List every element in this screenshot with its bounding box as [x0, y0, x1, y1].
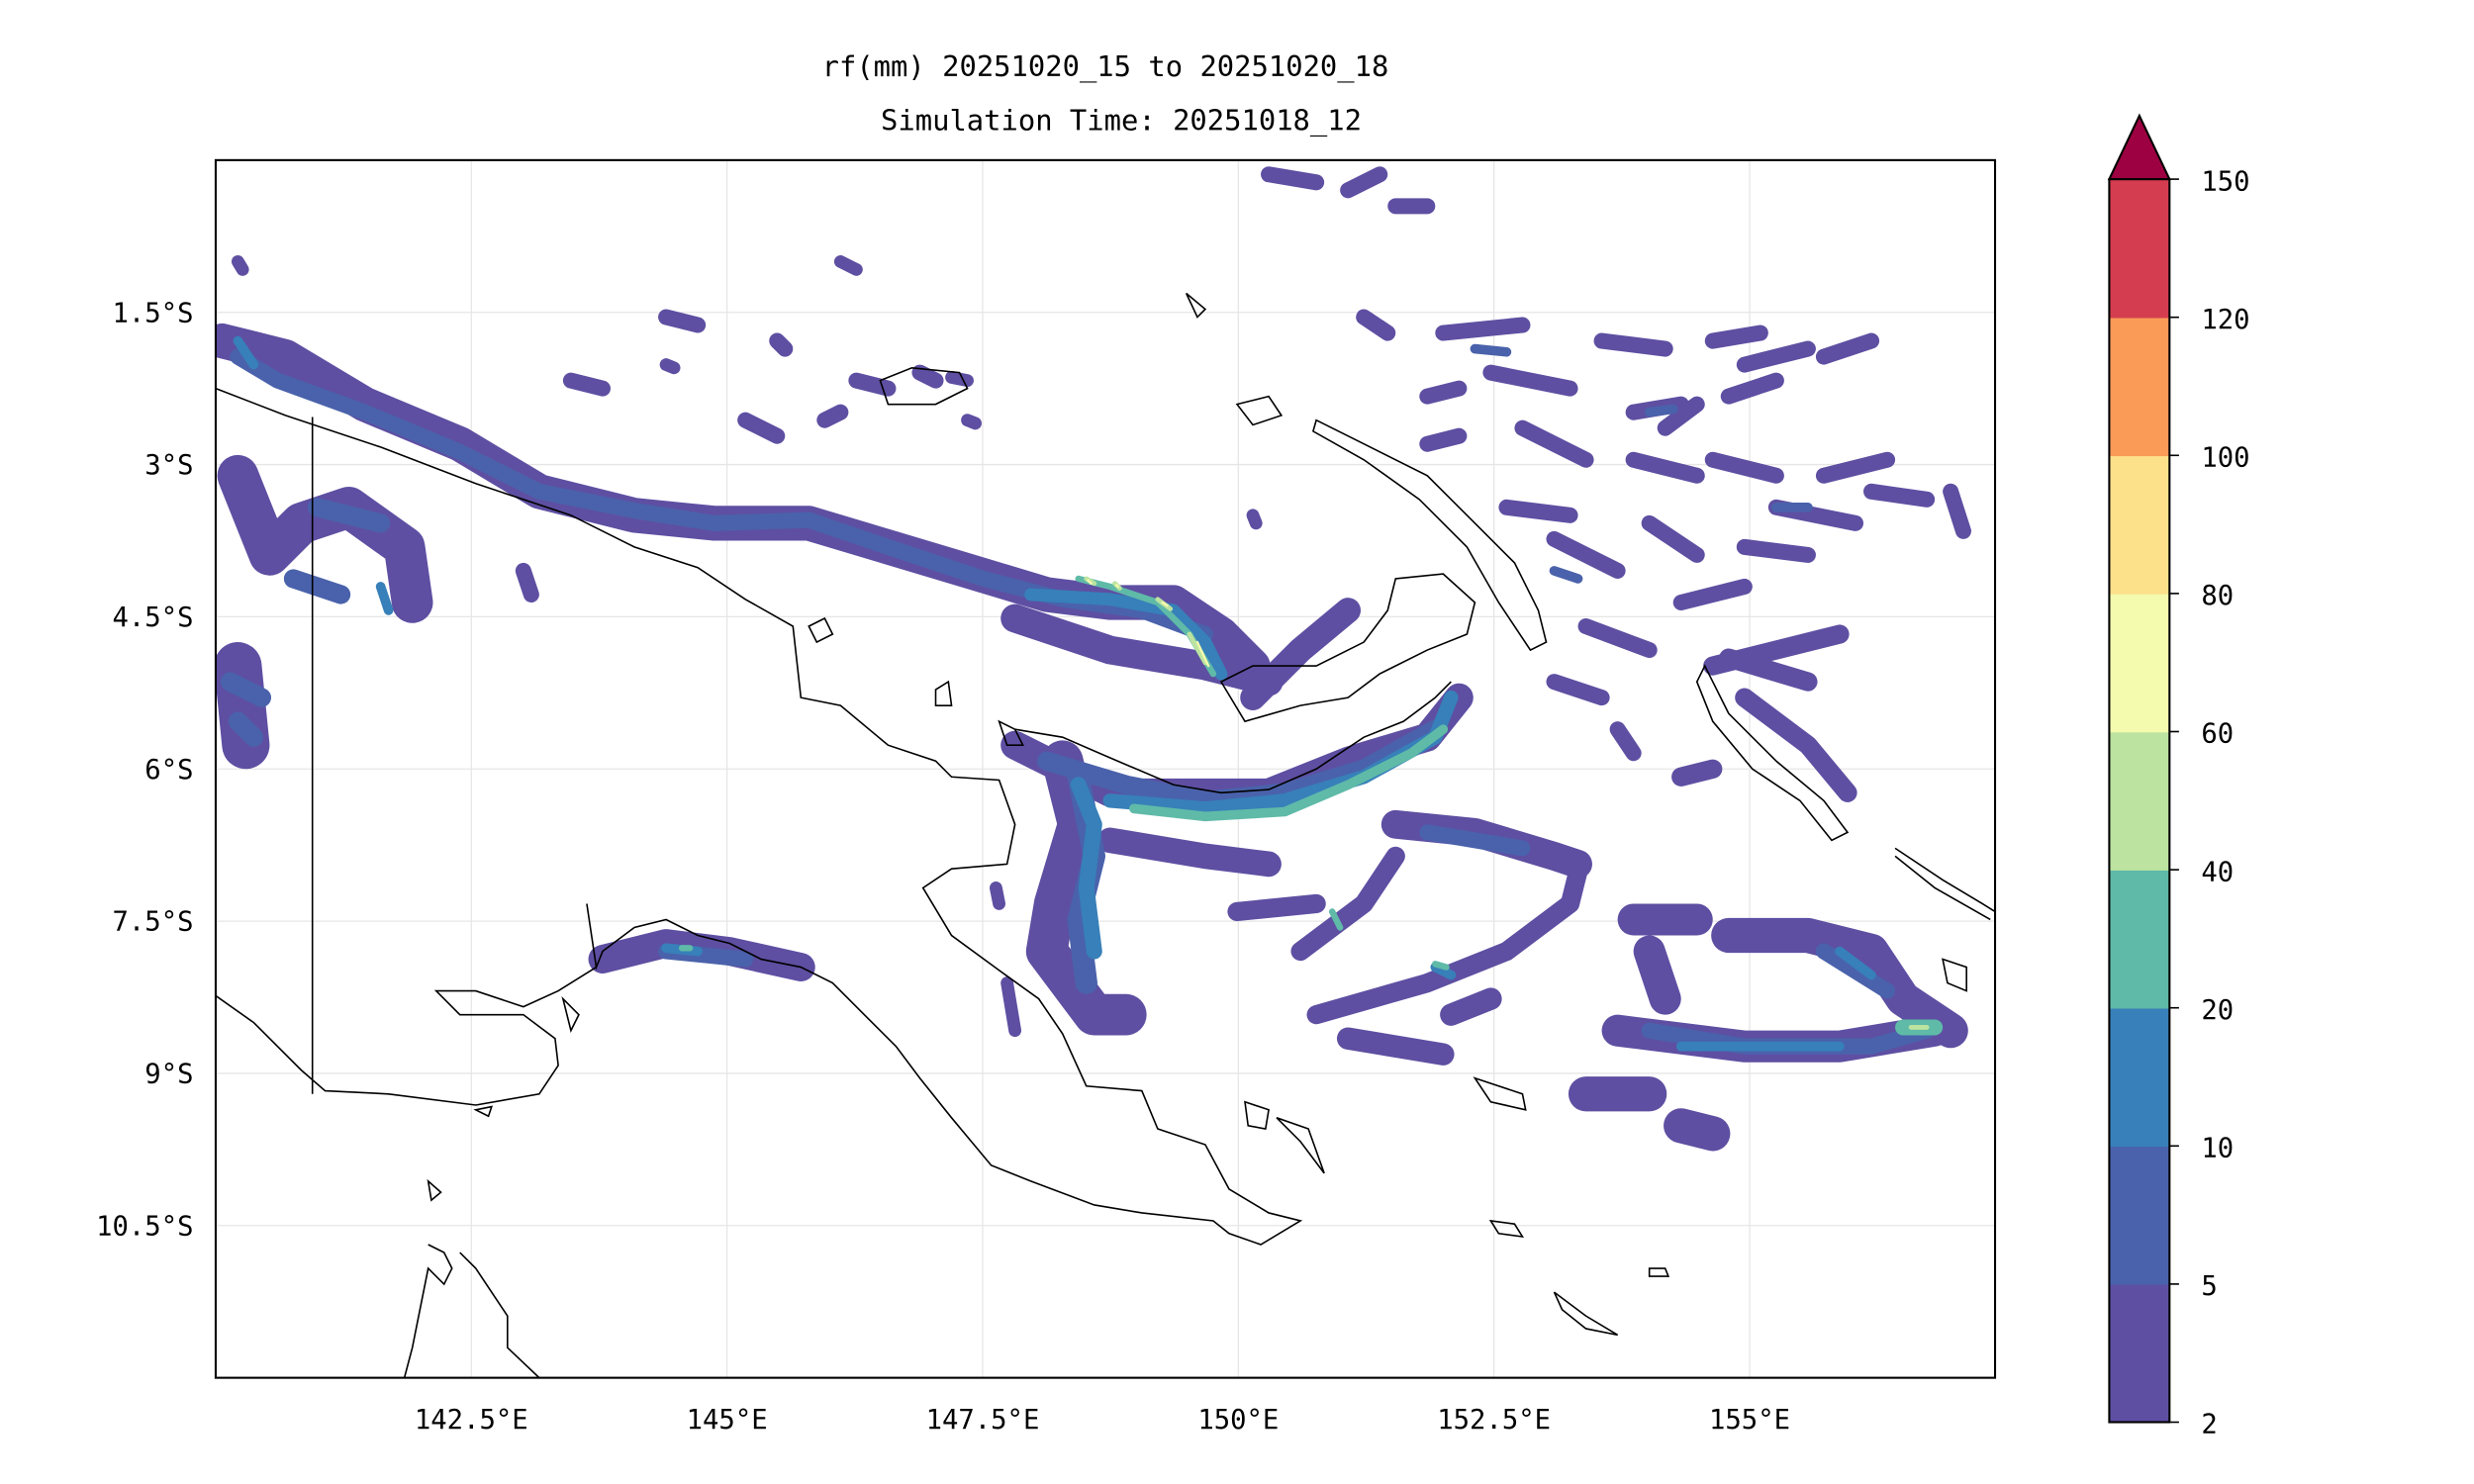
y-axis: 1.5°S 3°S 4.5°S 6°S 7.5°S 9°S 10.5°S: [96, 298, 193, 1242]
y-tick-label: 9°S: [144, 1060, 193, 1090]
colorbar-segment: [2109, 1007, 2170, 1148]
chart-subtitle: Simulation Time: 20251018_12: [881, 103, 1362, 138]
solomons-coastline: [1553, 847, 1996, 1337]
contour-level-20-40: [678, 575, 1944, 1036]
colorbar: 2 5 10 20 40 60 80 100 120 150: [2107, 113, 2250, 1440]
colorbar-tick-label: 20: [2201, 995, 2234, 1026]
y-tick-label: 1.5°S: [113, 298, 194, 328]
plot-frame: [214, 158, 1997, 1379]
x-tick-label: 147.5°E: [926, 1405, 1040, 1436]
y-tick-label: 3°S: [144, 450, 193, 481]
colorbar-segment: [2109, 731, 2170, 871]
contour-level-40-80: [1084, 576, 1930, 1030]
new-britain-coastline: [1219, 573, 1476, 723]
colorbar-extend-arrow: [2107, 113, 2171, 181]
x-tick-label: 155°E: [1709, 1405, 1790, 1436]
x-tick-label: 150°E: [1197, 1405, 1279, 1436]
colorbar-frame: [2108, 178, 2171, 1424]
colorbar-segment: [2109, 455, 2170, 595]
colorbar-tick-label: 10: [2201, 1134, 2234, 1164]
x-tick-label: 142.5°E: [415, 1405, 528, 1436]
islands-coastline: [403, 292, 1527, 1378]
y-tick-label: 10.5°S: [96, 1211, 193, 1242]
coastlines: [215, 292, 1996, 1378]
bougainville-coastline: [1695, 664, 1850, 842]
colorbar-tick-label: 60: [2201, 719, 2234, 750]
y-tick-label: 6°S: [144, 755, 193, 786]
new-ireland-coastline: [1311, 418, 1548, 652]
map-plot-area: 142.5°E 145°E 147.5°E 150°E 152.5°E 155°E 1.5…: [96, 158, 1997, 1436]
y-tick-label: 4.5°S: [113, 603, 194, 633]
colorbar-segment: [2109, 317, 2170, 457]
colorbar-segment: [2109, 179, 2170, 319]
chart-title: rf(mm) 20251020_15 to 20251020_18: [822, 49, 1389, 84]
x-tick-label: 152.5°E: [1437, 1405, 1551, 1436]
colorbar-tick-label: 150: [2201, 166, 2249, 197]
colorbar-tick-label: 80: [2201, 581, 2234, 611]
colorbar-tick-label: 5: [2201, 1271, 2217, 1302]
y-tick-label: 7.5°S: [113, 907, 194, 938]
huon-coast: [1014, 681, 1452, 794]
colorbar-tick-label: 120: [2201, 305, 2249, 335]
colorbar-tick-label: 2: [2201, 1410, 2217, 1440]
x-tick-label: 145°E: [687, 1405, 768, 1436]
rainfall-contours: [215, 166, 1971, 1152]
colorbar-segment: [2109, 593, 2170, 733]
colorbar-tick-label: 100: [2201, 443, 2249, 474]
colorbar-segment: [2109, 1146, 2170, 1285]
x-axis: 142.5°E 145°E 147.5°E 150°E 152.5°E 155°E: [415, 1405, 1790, 1436]
colorbar-segment: [2109, 870, 2170, 1009]
colorbar-segment: [2109, 1283, 2170, 1424]
colorbar-tick-label: 40: [2201, 857, 2234, 887]
